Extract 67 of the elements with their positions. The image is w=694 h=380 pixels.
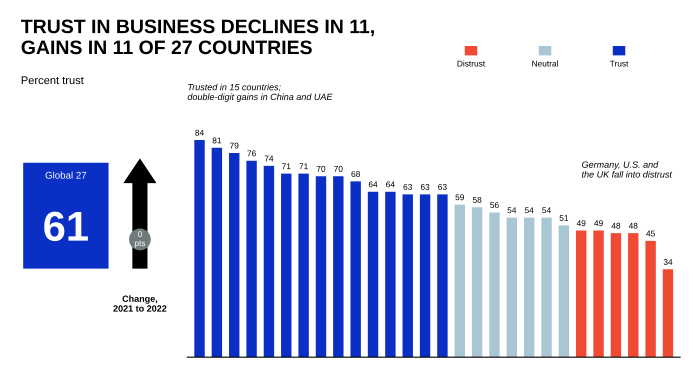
data-label: 70 <box>316 166 326 172</box>
data-label: 48 <box>628 222 638 229</box>
data-label: 64 <box>386 181 395 188</box>
text: 61 <box>44 212 88 242</box>
bar <box>385 192 396 358</box>
text: Trust <box>610 60 628 67</box>
bar <box>298 174 309 358</box>
bar <box>437 194 448 358</box>
bar <box>662 269 674 358</box>
bar <box>506 218 518 358</box>
text: 0 pts <box>134 231 146 248</box>
bar <box>333 176 344 358</box>
data-label: 68 <box>351 171 360 177</box>
text: Trusted in 15 countries; double-digit gains in China and UAE <box>188 84 333 102</box>
bar <box>350 181 361 358</box>
data-label: 58 <box>472 196 482 203</box>
bar <box>454 204 465 358</box>
data-label: 54 <box>508 207 516 214</box>
data-label: 74 <box>264 156 274 162</box>
text: Neutral <box>532 60 558 67</box>
data-label: 48 <box>611 222 620 229</box>
text: Percent trust <box>22 76 84 84</box>
bar <box>489 212 500 358</box>
data-label: 49 <box>576 220 586 226</box>
bar <box>628 233 638 358</box>
bar <box>402 194 413 358</box>
bar <box>541 218 552 358</box>
bar <box>472 207 482 358</box>
data-label: 56 <box>490 202 499 208</box>
bar <box>229 152 240 358</box>
text: Distrust <box>458 60 486 67</box>
data-label: 84 <box>195 130 204 136</box>
bar <box>524 218 534 358</box>
bar <box>576 230 586 358</box>
bar <box>420 194 430 358</box>
data-label: 45 <box>646 230 655 236</box>
data-label: 81 <box>212 137 222 144</box>
data-label: 34 <box>664 258 672 265</box>
bar <box>593 230 604 358</box>
data-label: 63 <box>438 184 447 190</box>
bar <box>368 192 378 358</box>
chart-title: TRUST IN BUSINESS DECLINES IN 11, GAINS IN 11 OF 27 COUNTRIES <box>21 20 374 54</box>
data-label: 59 <box>455 194 464 200</box>
bar <box>194 140 205 358</box>
data-label: 79 <box>230 142 238 149</box>
bar <box>610 233 622 358</box>
bar <box>264 166 274 358</box>
data-label: 54 <box>524 207 534 214</box>
bar <box>558 225 570 358</box>
bar <box>212 148 222 358</box>
data-label: 71 <box>299 163 308 170</box>
data-label: 71 <box>282 163 291 170</box>
bar <box>316 176 326 358</box>
data-label: 63 <box>404 184 412 190</box>
annotation: Germany, U.S. and the UK fall into distrust <box>582 161 672 178</box>
data-label: 54 <box>542 207 551 214</box>
data-label: 70 <box>334 166 343 172</box>
data-label: 64 <box>368 181 378 188</box>
data-label: 49 <box>594 220 603 226</box>
text: Global 27 <box>46 172 86 179</box>
bar <box>645 240 656 358</box>
data-label: 51 <box>560 215 568 221</box>
text: Change, 2021 to 2022 <box>113 295 166 312</box>
bar <box>281 174 292 358</box>
data-label: 76 <box>247 150 256 156</box>
bar <box>246 160 257 358</box>
data-label: 63 <box>420 184 430 190</box>
